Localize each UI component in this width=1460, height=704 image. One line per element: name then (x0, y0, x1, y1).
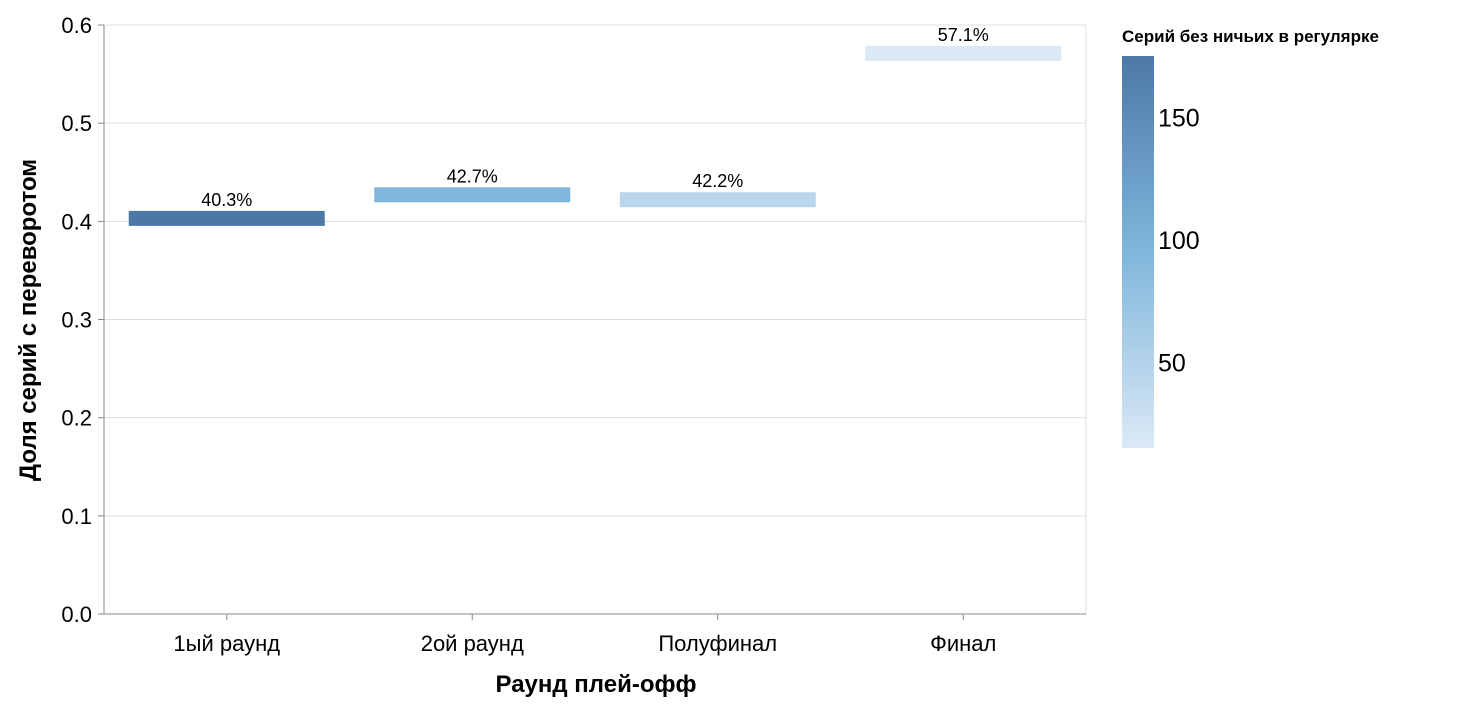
x-tick-label: Полуфинал (658, 631, 777, 656)
x-tick-label: Финал (930, 631, 996, 656)
axes: 0.0 0.1 0.2 0.3 0.4 0.5 0.6 1ый раунд 2ой раунд П… (61, 13, 1086, 656)
y-tick-label: 0.0 (61, 602, 92, 627)
legend-ticks: 50 100 150 (1158, 104, 1200, 377)
y-tick-label: 0.1 (61, 504, 92, 529)
bar-mark (374, 187, 571, 203)
data-label: 40.3% (201, 190, 252, 210)
x-axis-title: Раунд плей-офф (496, 671, 697, 698)
bar-mark (619, 192, 816, 208)
x-tick-label: 2ой раунд (421, 631, 524, 656)
legend-gradient-bar (1122, 56, 1154, 448)
data-label: 42.2% (692, 171, 743, 191)
y-tick-label: 0.6 (61, 13, 92, 38)
color-legend: Серий без ничьих в регулярке 50 100 150 (1122, 27, 1379, 448)
data-label: 57.1% (938, 25, 989, 45)
y-tick-label: 0.3 (61, 308, 92, 333)
data-labels: 40.3% 42.7% 42.2% 57.1% (201, 25, 989, 210)
bar-marks (128, 45, 1062, 226)
y-axis-title: Доля серий с переворотом (15, 159, 42, 481)
legend-title: Серий без ничьих в регулярке (1122, 27, 1379, 46)
grid-lines (104, 24, 1087, 615)
x-tick-label: 1ый раунд (173, 631, 280, 656)
legend-tick-label: 50 (1158, 349, 1186, 377)
legend-tick-label: 100 (1158, 227, 1200, 255)
y-tick-label: 0.2 (61, 406, 92, 431)
y-tick-label: 0.4 (61, 209, 92, 234)
bar-mark (865, 45, 1062, 61)
bar-mark (128, 210, 325, 226)
legend-tick-label: 150 (1158, 104, 1200, 132)
data-label: 42.7% (447, 166, 498, 186)
y-tick-label: 0.5 (61, 111, 92, 136)
